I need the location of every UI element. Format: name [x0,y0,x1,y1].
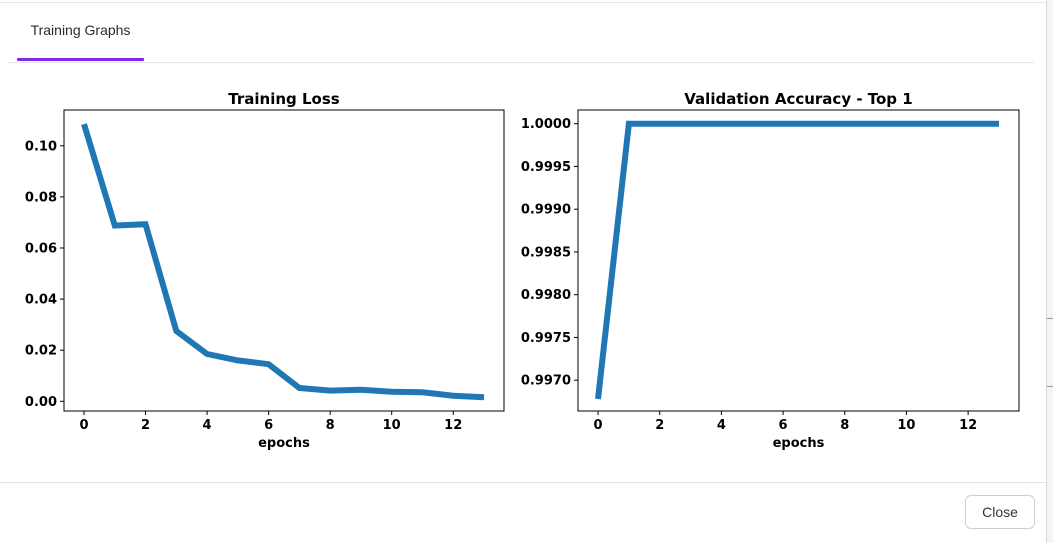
training-loss-y-tick-label: 0.02 [25,344,57,359]
close-button[interactable]: Close [965,495,1035,529]
validation-accuracy-x-tick-label: 4 [717,418,726,433]
validation-accuracy-x-tick-label: 12 [959,418,977,433]
validation-accuracy-x-tick-label: 2 [655,418,664,433]
validation-accuracy-y-tick-label: 0.9970 [521,374,571,389]
training-loss-x-axis-label: epochs [258,436,310,451]
training-loss-x-tick-label: 12 [444,418,462,433]
validation-accuracy-x-tick-label: 10 [897,418,915,433]
footer-divider [0,482,1046,483]
training-loss-x-tick-label: 4 [203,418,212,433]
training-loss-plot-frame [63,109,505,412]
training-loss-y-tick-label: 0.10 [25,139,57,154]
validation-accuracy-x-tick-label: 8 [840,418,849,433]
validation-accuracy-y-tick-label: 0.9980 [521,288,571,303]
validation-accuracy-x-tick-label: 0 [594,418,603,433]
training-loss-y-tick-label: 0.00 [25,395,57,410]
validation-accuracy-y-tick-label: 0.9995 [521,160,571,175]
charts-svg: Training Loss 0 2 4 6 8 10 12 0.00 0.02 0.04 0.06 0.… [25,90,1020,451]
training-loss-y-tick-label: 0.06 [25,241,57,256]
background-edge [1047,0,1053,543]
validation-accuracy-x-tick-label: 6 [779,418,788,433]
tab-bar: Training Graphs [8,0,1034,63]
training-loss-x-tick-label: 6 [264,418,273,433]
training-loss-x-tick-label: 10 [383,418,401,433]
modal-top-border [0,2,1046,3]
active-tab-indicator [17,58,144,61]
training-loss-x-tick-label: 8 [326,418,335,433]
training-loss-x-tick-label: 0 [79,418,88,433]
training-loss-x-tick-label: 2 [141,418,150,433]
validation-accuracy-y-tick-label: 0.9975 [521,331,571,346]
training-loss-y-tick-label: 0.04 [25,293,57,308]
validation-accuracy-y-tick-label: 0.9985 [521,245,571,260]
validation-accuracy-plot-frame [577,109,1020,412]
background-edge-mark [1047,318,1053,319]
validation-accuracy-y-tick-label: 1.0000 [521,117,571,132]
training-loss-y-tick-label: 0.08 [25,190,57,205]
tab-training-graphs[interactable]: Training Graphs [30,22,131,38]
validation-accuracy-chart-title: Validation Accuracy - Top 1 [684,90,912,108]
charts-area: Training Loss 0 2 4 6 8 10 12 0.00 0.02 0.04 0.06 0.… [0,62,1046,482]
training-loss-chart-title: Training Loss [228,90,339,108]
validation-accuracy-y-tick-label: 0.9990 [521,203,571,218]
background-edge-mark [1047,386,1053,387]
validation-accuracy-x-axis-label: epochs [773,436,825,451]
training-loss-series-line [81,123,485,401]
validation-accuracy-series-line [595,120,999,400]
